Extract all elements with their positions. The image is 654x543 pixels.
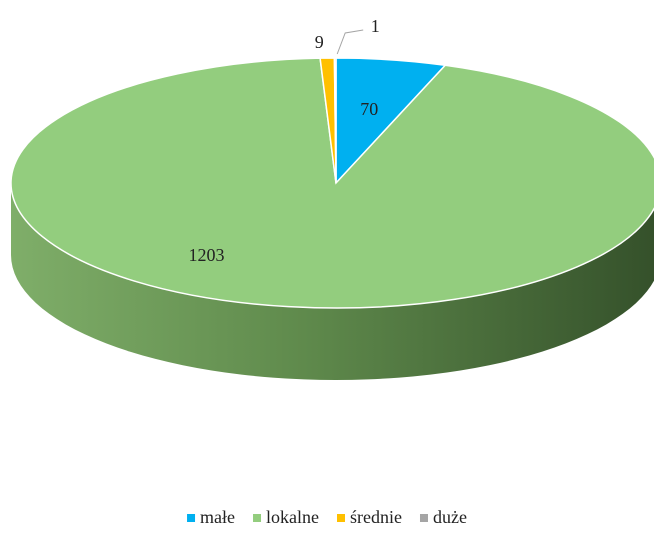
slice (333, 57, 337, 184)
legend: małe lokalne średnie duże (187, 507, 467, 527)
legend-swatch (253, 514, 262, 522)
slice-side (11, 183, 654, 380)
leader-line (336, 29, 364, 55)
legend-label: małe (200, 507, 235, 527)
legend-swatch (337, 514, 345, 522)
data-label: 70 (360, 99, 378, 119)
slice (10, 57, 654, 309)
legend-swatch (187, 514, 196, 522)
legend-label: lokalne (266, 507, 319, 527)
legend-label: średnie (350, 507, 402, 527)
legend-label: duże (433, 507, 467, 527)
data-label: 9 (315, 32, 324, 52)
data-label: 1203 (189, 245, 225, 265)
data-label: 1 (371, 16, 380, 36)
legend-swatch (419, 514, 428, 522)
